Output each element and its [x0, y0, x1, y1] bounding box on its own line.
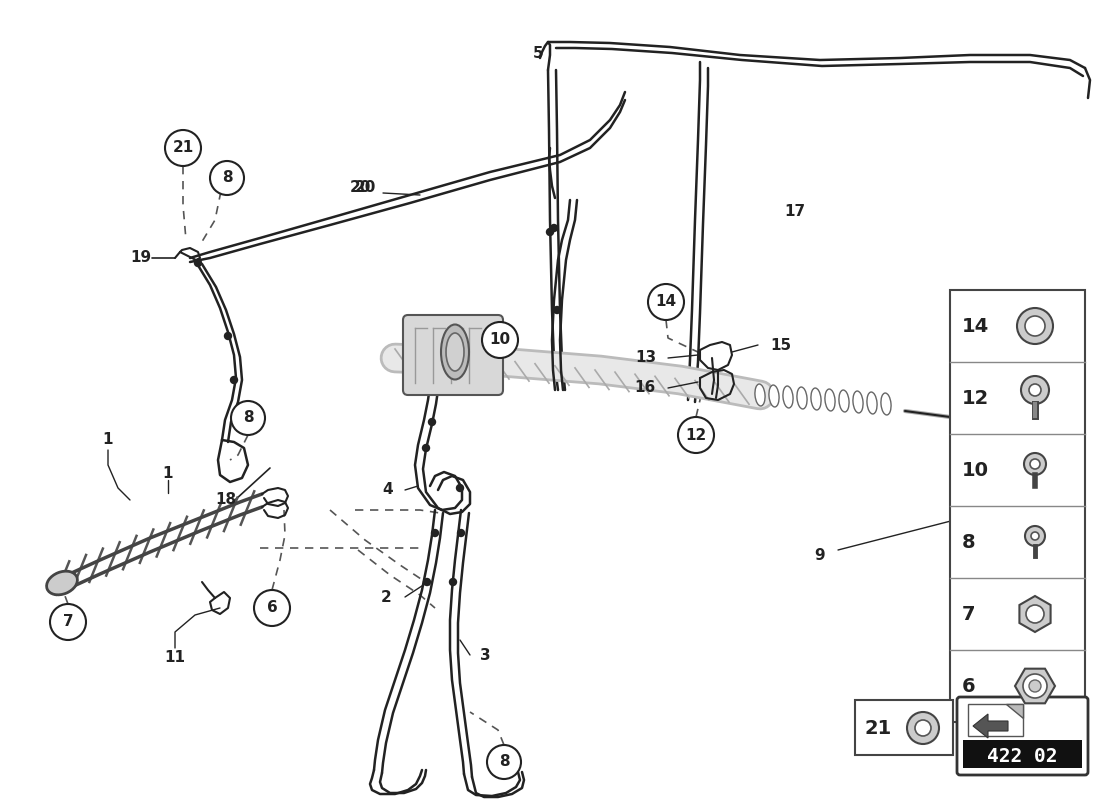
Text: 3: 3 — [480, 647, 491, 662]
Circle shape — [908, 712, 939, 744]
Circle shape — [231, 377, 238, 383]
Circle shape — [1028, 680, 1041, 692]
Polygon shape — [1015, 669, 1055, 703]
Text: 21: 21 — [865, 718, 892, 738]
Circle shape — [553, 306, 561, 314]
Circle shape — [450, 578, 456, 586]
Bar — [855, 700, 953, 755]
Text: 6: 6 — [962, 677, 976, 695]
Ellipse shape — [446, 333, 464, 371]
Text: 13: 13 — [635, 350, 656, 366]
Text: 12: 12 — [962, 389, 989, 407]
Text: 10: 10 — [490, 333, 510, 347]
Circle shape — [1018, 308, 1053, 344]
Circle shape — [165, 130, 201, 166]
Ellipse shape — [441, 325, 469, 379]
Circle shape — [50, 604, 86, 640]
Text: 422 02: 422 02 — [987, 747, 1057, 766]
Text: 8: 8 — [222, 170, 232, 186]
Ellipse shape — [439, 339, 463, 378]
Ellipse shape — [867, 392, 877, 414]
Text: 10: 10 — [962, 461, 989, 479]
Text: 17: 17 — [784, 205, 805, 219]
Ellipse shape — [458, 340, 481, 379]
Text: 21: 21 — [173, 141, 194, 155]
FancyBboxPatch shape — [957, 697, 1088, 775]
Circle shape — [547, 229, 553, 235]
FancyBboxPatch shape — [403, 315, 503, 395]
Bar — [950, 290, 1085, 722]
Text: 20: 20 — [350, 181, 371, 195]
Text: 8: 8 — [962, 533, 976, 551]
Text: 7: 7 — [63, 614, 74, 630]
Text: 7: 7 — [962, 605, 976, 623]
Text: 15: 15 — [770, 338, 791, 353]
Ellipse shape — [421, 338, 444, 378]
Circle shape — [195, 259, 201, 266]
Ellipse shape — [852, 391, 864, 413]
Text: 2: 2 — [382, 590, 392, 605]
Circle shape — [1024, 453, 1046, 475]
Circle shape — [458, 530, 464, 537]
Text: 1: 1 — [102, 433, 113, 447]
Circle shape — [431, 530, 439, 537]
Polygon shape — [1020, 596, 1050, 632]
Text: 4: 4 — [383, 482, 393, 498]
Circle shape — [1028, 384, 1041, 396]
Text: 18: 18 — [214, 493, 236, 507]
Ellipse shape — [825, 389, 835, 411]
Text: 9: 9 — [815, 547, 825, 562]
Ellipse shape — [881, 393, 891, 415]
Ellipse shape — [46, 571, 77, 595]
Text: 6: 6 — [266, 601, 277, 615]
Circle shape — [429, 418, 436, 426]
Circle shape — [456, 485, 463, 491]
Circle shape — [254, 590, 290, 626]
Text: 12: 12 — [685, 427, 706, 442]
Circle shape — [1021, 376, 1049, 404]
Text: 16: 16 — [635, 381, 656, 395]
Text: 8: 8 — [498, 754, 509, 770]
FancyBboxPatch shape — [968, 704, 1023, 736]
Text: 1: 1 — [163, 466, 174, 481]
Text: 5: 5 — [532, 46, 543, 61]
Text: 14: 14 — [962, 317, 989, 335]
Circle shape — [1025, 316, 1045, 336]
Polygon shape — [1006, 704, 1023, 718]
Circle shape — [1030, 459, 1040, 469]
Ellipse shape — [839, 390, 849, 412]
Polygon shape — [974, 714, 1008, 738]
Circle shape — [231, 401, 265, 435]
Circle shape — [1031, 532, 1040, 540]
Circle shape — [1025, 526, 1045, 546]
Circle shape — [915, 720, 931, 736]
Text: 11: 11 — [165, 650, 186, 666]
Ellipse shape — [796, 387, 807, 409]
Circle shape — [648, 284, 684, 320]
Circle shape — [550, 225, 558, 231]
Circle shape — [210, 161, 244, 195]
Ellipse shape — [769, 385, 779, 407]
Ellipse shape — [755, 384, 766, 406]
Circle shape — [424, 578, 430, 586]
Text: 8: 8 — [243, 410, 253, 426]
Ellipse shape — [1018, 321, 1053, 331]
Ellipse shape — [908, 724, 939, 732]
Circle shape — [482, 322, 518, 358]
Circle shape — [224, 333, 231, 339]
Text: 14: 14 — [656, 294, 676, 310]
Bar — [962, 740, 1082, 768]
Ellipse shape — [475, 341, 498, 380]
Circle shape — [1041, 434, 1069, 462]
Circle shape — [422, 445, 429, 451]
Ellipse shape — [811, 388, 821, 410]
Ellipse shape — [404, 338, 427, 377]
Circle shape — [1026, 605, 1044, 623]
Text: 19: 19 — [130, 250, 151, 266]
Circle shape — [678, 417, 714, 453]
Circle shape — [1023, 674, 1047, 698]
Circle shape — [487, 745, 521, 779]
Text: 20: 20 — [355, 181, 376, 195]
Ellipse shape — [783, 386, 793, 408]
